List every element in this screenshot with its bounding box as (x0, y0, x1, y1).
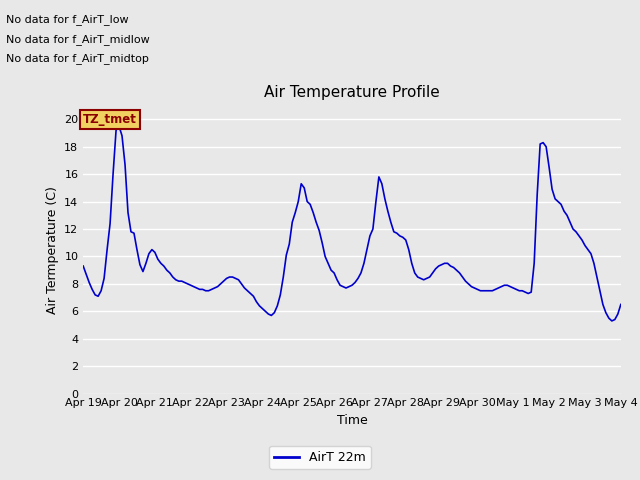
Title: Air Temperature Profile: Air Temperature Profile (264, 85, 440, 100)
Text: No data for f_AirT_midtop: No data for f_AirT_midtop (6, 53, 149, 64)
Legend: AirT 22m: AirT 22m (269, 446, 371, 469)
X-axis label: Time: Time (337, 414, 367, 427)
Text: No data for f_AirT_low: No data for f_AirT_low (6, 14, 129, 25)
Y-axis label: Air Termperature (C): Air Termperature (C) (45, 186, 59, 313)
Text: No data for f_AirT_midlow: No data for f_AirT_midlow (6, 34, 150, 45)
Text: TZ_tmet: TZ_tmet (83, 113, 137, 126)
